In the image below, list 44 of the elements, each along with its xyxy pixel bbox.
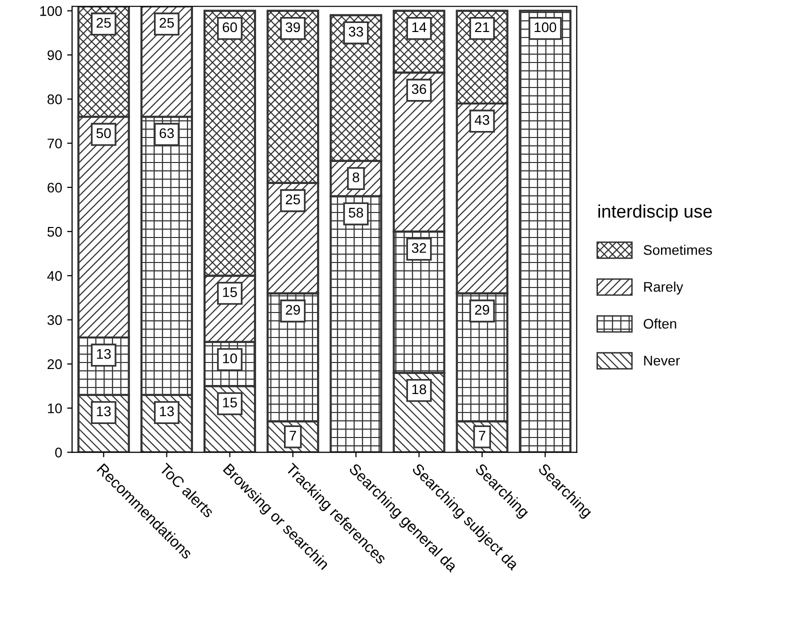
data-label: 33: [348, 26, 364, 37]
data-label: 25: [96, 18, 111, 28]
data-label: 13: [96, 349, 111, 359]
data-label: 13: [160, 406, 174, 416]
data-label: 25: [160, 18, 174, 28]
data-label: 58: [348, 208, 364, 218]
legend-title: interdiscip use: [598, 204, 712, 222]
data-label: 100: [534, 22, 556, 32]
data-label: 36: [412, 84, 426, 94]
data-label: 14: [412, 22, 426, 32]
data-label: 21: [475, 22, 490, 32]
y-tick-label: 70: [48, 138, 62, 148]
y-tick-label: 90: [48, 50, 62, 60]
y-tick-label: 10: [48, 403, 62, 414]
legend-label: Sometimes: [644, 244, 712, 255]
data-label: 29: [475, 304, 490, 315]
data-label: 13: [96, 406, 111, 416]
data-label: 29: [286, 304, 300, 315]
legend-label: Never: [644, 356, 680, 366]
y-tick-label: 30: [47, 315, 62, 325]
data-label: 39: [286, 22, 300, 32]
data-label: 43: [474, 115, 490, 125]
data-label: 7: [478, 430, 486, 440]
y-tick-label: 80: [48, 94, 62, 104]
data-label: 63: [160, 128, 174, 138]
data-label: 60: [222, 22, 237, 32]
legend-label: Rarely: [644, 282, 684, 295]
bar: [518, 10, 572, 452]
y-tick-label: 40: [47, 271, 62, 281]
data-label: 50: [96, 128, 111, 138]
legend-label: Often: [644, 318, 676, 329]
data-label: 7: [290, 430, 296, 440]
y-tick-label: 20: [48, 359, 62, 370]
data-label: 32: [412, 243, 426, 253]
data-label: 8: [352, 172, 360, 182]
y-tick-label: 100: [40, 6, 62, 16]
data-label: 10: [223, 353, 237, 364]
data-label: 18: [412, 384, 426, 394]
data-label: 25: [286, 194, 300, 204]
y-tick-label: 60: [48, 182, 62, 193]
data-label: 15: [223, 287, 237, 298]
y-tick-label: 50: [47, 226, 62, 237]
y-tick-label: 0: [55, 448, 62, 458]
data-label: 15: [223, 398, 237, 408]
